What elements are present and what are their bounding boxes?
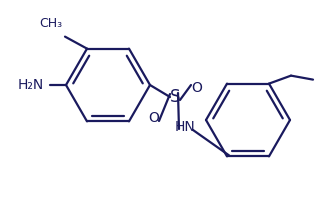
Text: H₂N: H₂N <box>18 78 44 92</box>
Text: S: S <box>170 88 180 106</box>
Text: O: O <box>149 111 159 125</box>
Text: O: O <box>192 81 202 95</box>
Text: CH₃: CH₃ <box>39 17 62 30</box>
Text: HN: HN <box>175 120 195 134</box>
